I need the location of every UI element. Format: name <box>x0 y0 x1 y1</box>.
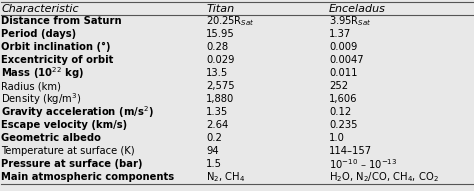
Text: Enceladus: Enceladus <box>329 3 386 14</box>
Text: Orbit inclination (°): Orbit inclination (°) <box>1 42 111 52</box>
Text: Characteristic: Characteristic <box>1 3 79 14</box>
Text: Radius (km): Radius (km) <box>1 81 61 91</box>
Text: Distance from Saturn: Distance from Saturn <box>1 16 122 26</box>
Text: Period (days): Period (days) <box>1 29 76 39</box>
Text: 1,606: 1,606 <box>329 94 357 104</box>
Text: 252: 252 <box>329 81 348 91</box>
Text: 0.12: 0.12 <box>329 107 351 117</box>
Text: 20.25R$_{Sat}$: 20.25R$_{Sat}$ <box>206 15 255 28</box>
Text: 1.37: 1.37 <box>329 29 351 39</box>
Text: 0.28: 0.28 <box>206 42 228 52</box>
Text: 94: 94 <box>206 146 219 156</box>
Text: 1.5: 1.5 <box>206 159 222 169</box>
Text: 2,575: 2,575 <box>206 81 235 91</box>
Text: 1.35: 1.35 <box>206 107 228 117</box>
Text: Density (kg/m$^{3}$): Density (kg/m$^{3}$) <box>1 91 82 107</box>
Text: Excentricity of orbit: Excentricity of orbit <box>1 55 114 65</box>
Text: 1.0: 1.0 <box>329 133 345 143</box>
Text: 10$^{-10}$ – 10$^{-13}$: 10$^{-10}$ – 10$^{-13}$ <box>329 157 397 171</box>
Text: 0.011: 0.011 <box>329 68 357 78</box>
Text: N$_2$, CH$_4$: N$_2$, CH$_4$ <box>206 170 246 184</box>
Text: Gravity acceleration (m/s$^{2}$): Gravity acceleration (m/s$^{2}$) <box>1 104 154 120</box>
Text: Geometric albedo: Geometric albedo <box>1 133 101 143</box>
Text: Mass (10$^{22}$ kg): Mass (10$^{22}$ kg) <box>1 65 84 81</box>
Text: Escape velocity (km/s): Escape velocity (km/s) <box>1 120 128 130</box>
Text: Pressure at surface (bar): Pressure at surface (bar) <box>1 159 143 169</box>
Text: 0.0047: 0.0047 <box>329 55 364 65</box>
Text: 3.95R$_{Sat}$: 3.95R$_{Sat}$ <box>329 15 372 28</box>
Text: 15.95: 15.95 <box>206 29 235 39</box>
Text: 1,880: 1,880 <box>206 94 235 104</box>
Text: Titan: Titan <box>206 3 235 14</box>
Text: 0.235: 0.235 <box>329 120 357 130</box>
Text: H$_2$O, N$_2$/CO, CH$_4$, CO$_2$: H$_2$O, N$_2$/CO, CH$_4$, CO$_2$ <box>329 170 439 184</box>
Text: 13.5: 13.5 <box>206 68 228 78</box>
Text: Main atmospheric components: Main atmospheric components <box>1 172 174 182</box>
Text: 2.64: 2.64 <box>206 120 228 130</box>
Text: 0.029: 0.029 <box>206 55 235 65</box>
Text: 0.2: 0.2 <box>206 133 222 143</box>
Text: Temperature at surface (K): Temperature at surface (K) <box>1 146 135 156</box>
Text: 114–157: 114–157 <box>329 146 372 156</box>
Text: 0.009: 0.009 <box>329 42 357 52</box>
